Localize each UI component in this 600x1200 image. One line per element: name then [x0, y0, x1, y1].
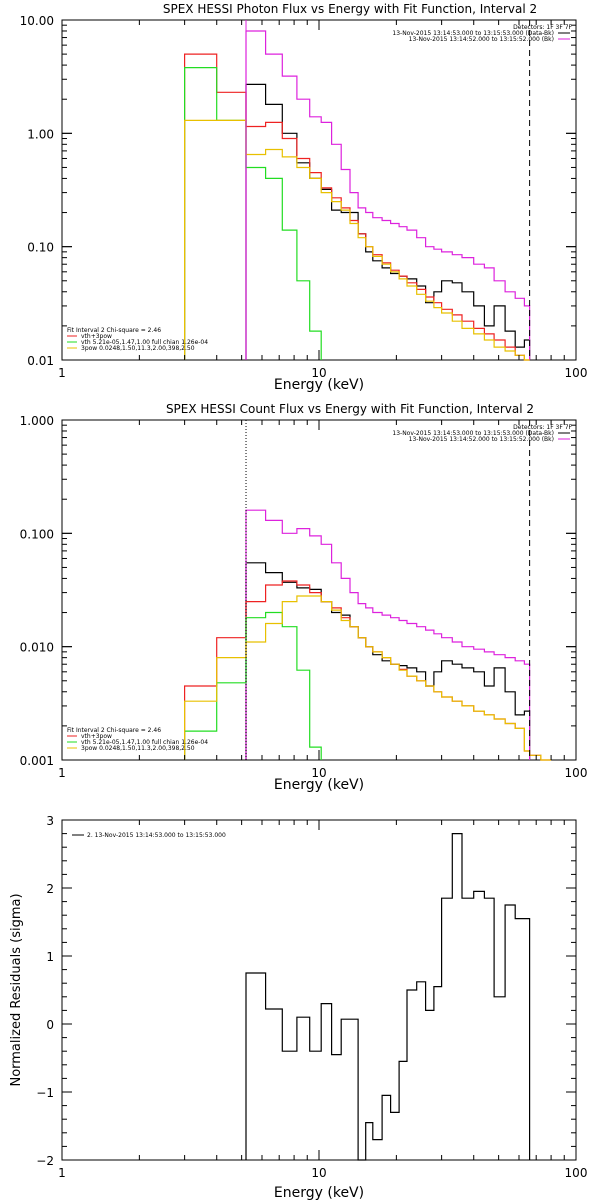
legend-header: Detectors: 1F 3F 7F	[513, 24, 572, 31]
x-tick-label: 100	[565, 1166, 588, 1180]
y-tick-label: 1.000	[20, 414, 54, 428]
x-tick-label: 10	[311, 366, 326, 380]
series-2-13-nov-2015-13-14-53-000-to-13-15-53-000-line	[245, 833, 531, 1161]
legend-item: vth+3pow	[81, 333, 112, 340]
legend-item: vth+3pow	[81, 733, 112, 740]
series-data-bk-line	[245, 83, 531, 360]
series-bk-line	[245, 509, 531, 760]
count-flux-panel: SPEX HESSI Count Flux vs Energy with Fit…	[20, 402, 588, 793]
y-tick-label: 1	[46, 950, 54, 964]
x-tick-label: 1	[58, 766, 66, 780]
plot-frame	[61, 819, 577, 1161]
x-tick-label: 100	[565, 766, 588, 780]
series-3pow-line	[184, 119, 530, 361]
y-tick-label: 0.01	[27, 354, 54, 368]
count-flux-title: SPEX HESSI Count Flux vs Energy with Fit…	[166, 402, 534, 416]
legend-header: Fit Interval 2 Chi-square = 2.46	[67, 327, 161, 334]
residuals-panel: Energy (keV) Normalized Residuals (sigma…	[9, 814, 587, 1200]
y-tick-label: 3	[46, 814, 54, 828]
legend-item: 3pow 0.0248,1.50,11.3,2.00,398,2.50	[81, 745, 195, 752]
series-bk-line	[245, 30, 531, 360]
x-axis-label: Energy (keV)	[274, 377, 364, 393]
y-tick-label: 10.00	[20, 14, 54, 28]
photon-flux-title: SPEX HESSI Photon Flux vs Energy with Fi…	[163, 2, 537, 16]
legend-header: Fit Interval 2 Chi-square = 2.46	[67, 727, 161, 734]
y-tick-label: 0	[46, 1018, 54, 1032]
legend-item: 13-Nov-2015 13:14:53.000 to 13:15:53.000…	[392, 430, 554, 437]
photon-flux-panel: SPEX HESSI Photon Flux vs Energy with Fi…	[20, 2, 588, 393]
legend-item: 13-Nov-2015 13:14:53.000 to 13:15:53.000…	[392, 30, 554, 37]
legend-item: 3pow 0.0248,1.50,11.3,2.00,398,2.50	[81, 345, 195, 352]
legend-item: vth 5.21e-05,1.47,1.00 full chian 1.26e-…	[81, 339, 208, 346]
y-tick-label: 2	[46, 882, 54, 896]
x-tick-label: 1	[58, 366, 66, 380]
series-3pow-line	[184, 595, 552, 761]
legend-item: 13-Nov-2015 13:14:52.000 to 13:15:52.000…	[409, 36, 554, 43]
y-axis-label: Normalized Residuals (sigma)	[9, 893, 24, 1086]
x-tick-label: 1	[58, 1166, 66, 1180]
x-axis-label: Energy (keV)	[274, 777, 364, 793]
x-tick-label: 10	[311, 1166, 326, 1180]
legend-item: vth 5.21e-05,1.47,1.00 full chian 1.26e-…	[81, 739, 208, 746]
series-data-bk-line	[245, 562, 531, 760]
y-tick-label: 0.001	[20, 754, 54, 768]
series-vth-line	[184, 611, 322, 760]
y-tick-label: −2	[36, 1154, 54, 1168]
legend-item: 2. 13-Nov-2015 13:14:53.000 to 13:15:53.…	[87, 832, 226, 839]
x-axis-label: Energy (keV)	[274, 1185, 364, 1200]
series-vth-3pow-line	[184, 53, 530, 361]
y-tick-label: 0.10	[27, 241, 54, 255]
y-tick-label: 1.00	[27, 127, 54, 141]
plot-frame	[61, 19, 577, 361]
legend-item: 13-Nov-2015 13:14:52.000 to 13:15:52.000…	[409, 436, 554, 443]
x-tick-label: 10	[311, 766, 326, 780]
x-tick-label: 100	[565, 366, 588, 380]
y-tick-label: 0.100	[20, 527, 54, 541]
legend-header: Detectors: 1F 3F 7F	[513, 424, 572, 431]
series-vth-line	[184, 67, 322, 360]
y-tick-label: −1	[36, 1086, 54, 1100]
y-tick-label: 0.010	[20, 641, 54, 655]
